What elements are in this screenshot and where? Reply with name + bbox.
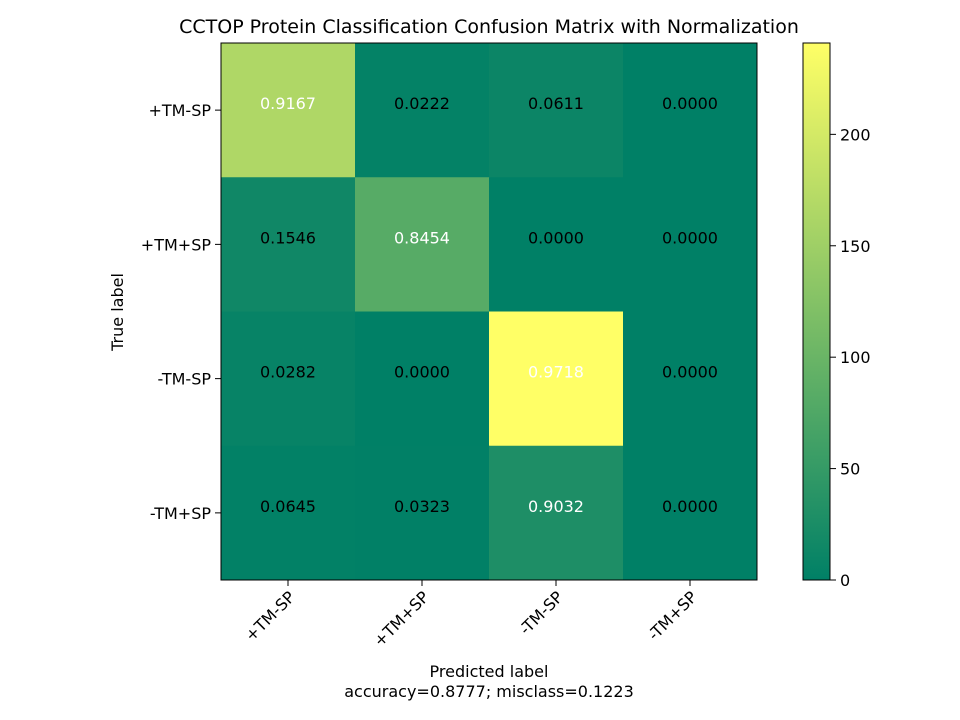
colorbar-tick-label: 100 (840, 348, 871, 367)
heatmap-cell (355, 43, 490, 178)
y-tick-label: -TM+SP (150, 504, 211, 523)
y-axis-label: True label (108, 273, 127, 352)
heatmap-cell (489, 177, 624, 312)
cell-value-label: 0.0000 (662, 363, 718, 382)
cell-value-label: 0.0611 (528, 94, 584, 113)
x-tick-label: +TM-SP (241, 587, 299, 645)
cell-value-label: 0.0645 (260, 497, 316, 516)
x-tick-label: +TM+SP (370, 587, 433, 650)
heatmap-cell (355, 445, 490, 581)
cell-value-label: 0.9032 (528, 497, 584, 516)
colorbar-tick-label: 150 (840, 237, 871, 256)
y-tick-label: +TM-SP (148, 101, 211, 120)
cell-value-label: 0.0000 (662, 228, 718, 247)
heatmap-cell (489, 445, 624, 581)
cell-value-label: 0.0000 (662, 497, 718, 516)
cell-value-label: 0.0000 (528, 228, 584, 247)
cell-value-label: 0.9718 (528, 363, 584, 382)
colorbar-ticks: 0 50 100 150 200 (830, 125, 871, 590)
plot-frame (220, 42, 758, 581)
heatmap-cell (623, 445, 758, 581)
heatmap-cell (489, 311, 624, 447)
heatmap-cell (221, 177, 356, 312)
heatmap-cell (623, 177, 758, 312)
x-axis-sublabel: accuracy=0.8777; misclass=0.1223 (344, 682, 634, 701)
heatmap-cell (489, 43, 624, 178)
heatmap-cell (623, 43, 758, 178)
heatmap-cell-labels: 0.9167 0.0222 0.0611 0.0000 0.1546 0.8454 0.00… (260, 94, 718, 516)
colorbar-tick-label: 0 (840, 571, 850, 590)
y-tick-label: -TM-SP (158, 370, 212, 389)
heatmap-cell (221, 43, 356, 178)
heatmap-cell (355, 177, 490, 312)
x-tick-label: -TM-SP (516, 587, 567, 638)
x-tick-label: -TM+SP (644, 587, 701, 644)
y-tick-label: +TM+SP (141, 235, 212, 254)
colorbar-tick-label: 50 (840, 460, 860, 479)
cell-value-label: 0.1546 (260, 228, 316, 247)
cell-value-label: 0.0000 (394, 363, 450, 382)
heatmap-cell (355, 311, 490, 447)
cell-value-label: 0.0000 (662, 94, 718, 113)
chart-title: CCTOP Protein Classification Confusion M… (179, 16, 799, 38)
cell-value-label: 0.0222 (394, 94, 450, 113)
heatmap-cells (221, 43, 758, 581)
cell-value-label: 0.0323 (394, 497, 450, 516)
cell-value-label: 0.0282 (260, 363, 316, 382)
heatmap-cell (221, 445, 356, 581)
cell-value-label: 0.8454 (394, 228, 450, 247)
y-axis-ticks: +TM-SP +TM+SP -TM-SP -TM+SP (141, 101, 221, 523)
colorbar (802, 42, 831, 581)
heatmap-cell (221, 311, 356, 447)
x-axis-ticks: +TM-SP +TM+SP -TM-SP -TM+SP (241, 580, 701, 650)
cell-value-label: 0.9167 (260, 94, 316, 113)
colorbar-tick-label: 200 (840, 125, 871, 144)
x-axis-label: Predicted label (430, 662, 549, 681)
heatmap-cell (623, 311, 758, 447)
